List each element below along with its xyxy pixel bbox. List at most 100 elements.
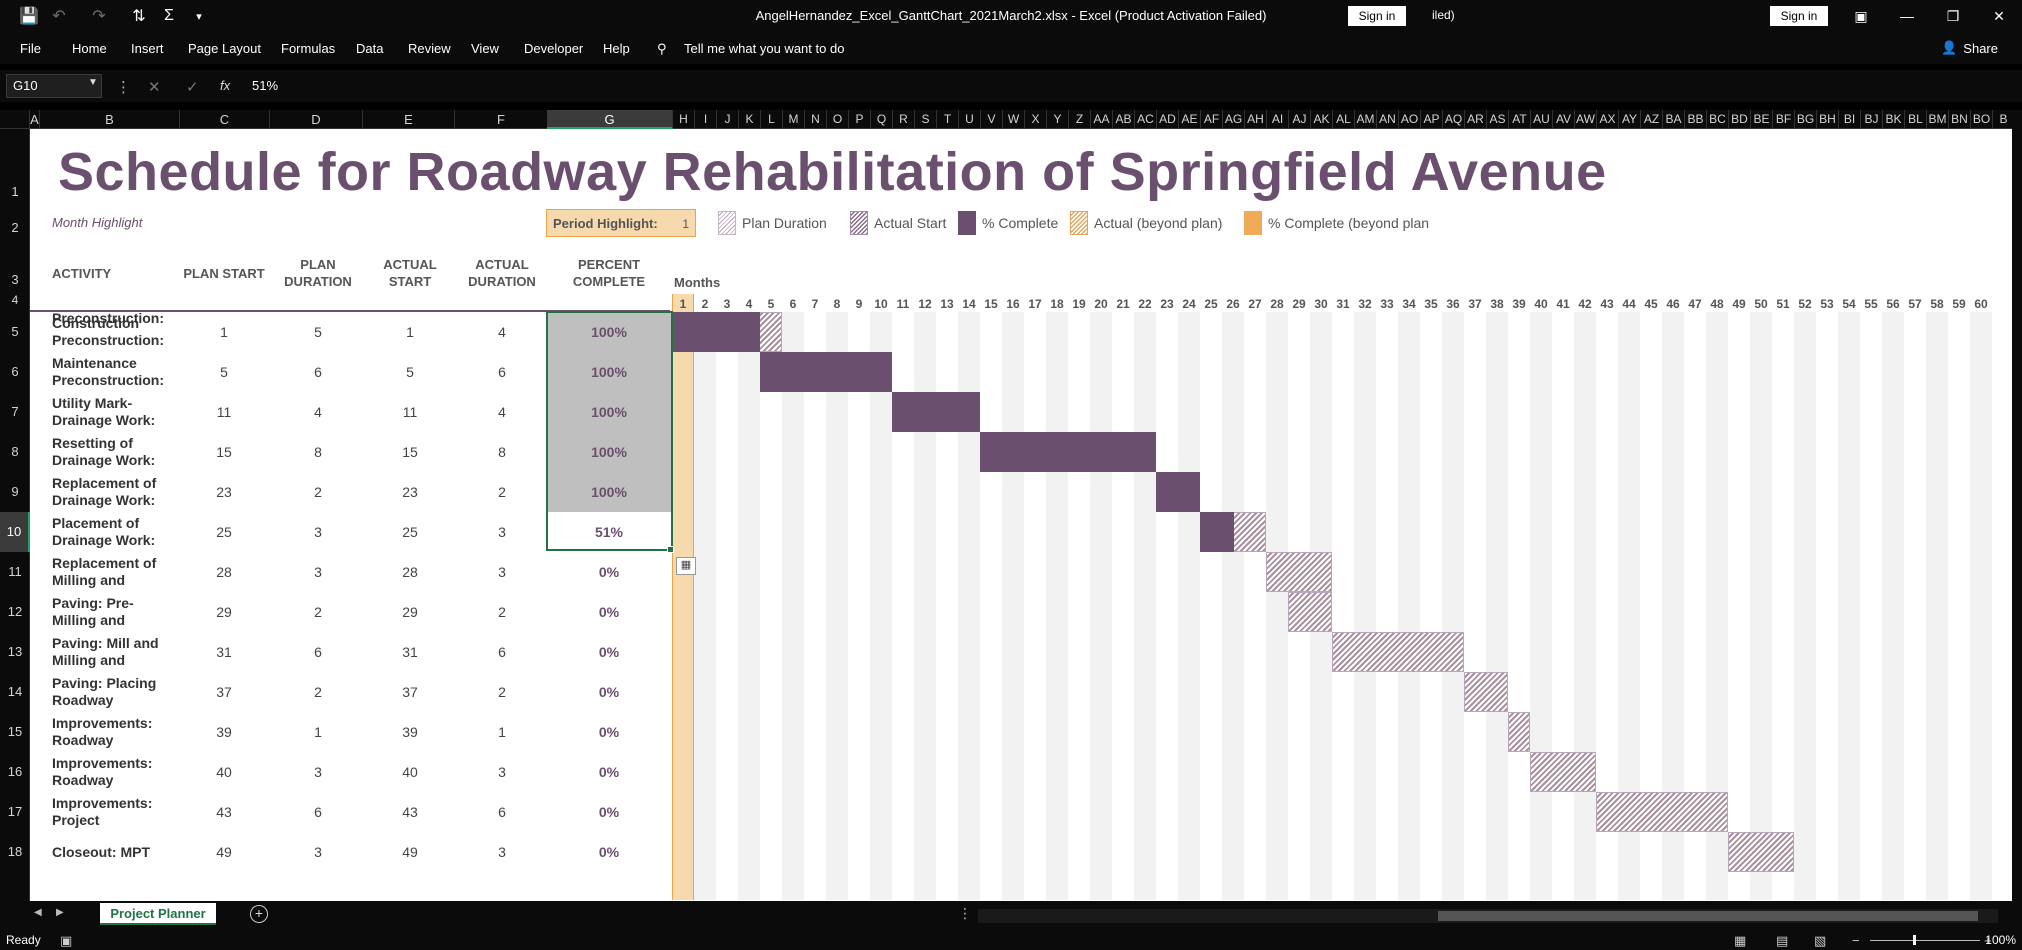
plan-start-cell[interactable]: 49 — [216, 844, 232, 860]
plan-start-cell[interactable]: 31 — [216, 644, 232, 660]
plan-duration-cell[interactable]: 3 — [314, 844, 322, 860]
row-header-8[interactable]: 8 — [11, 444, 19, 459]
percent-complete-cell[interactable]: 100% — [546, 432, 672, 472]
plan-start-cell[interactable]: 29 — [216, 604, 232, 620]
percent-complete-cell[interactable]: 0% — [598, 644, 620, 660]
plan-duration-cell[interactable]: 3 — [314, 764, 322, 780]
actual-duration-cell[interactable]: 2 — [498, 484, 506, 500]
column-header-ay[interactable]: AY — [1619, 110, 1641, 129]
actual-start-cell[interactable]: 1 — [406, 324, 414, 340]
column-header-c[interactable]: C — [180, 110, 270, 129]
column-header-u[interactable]: U — [959, 110, 981, 129]
column-header-bd[interactable]: BD — [1729, 110, 1751, 129]
enter-icon[interactable]: ✓ — [186, 79, 199, 96]
activity-name[interactable]: Improvements: Project — [52, 795, 177, 829]
actual-start-cell[interactable]: 5 — [406, 364, 414, 380]
plan-duration-cell[interactable]: 6 — [314, 364, 322, 380]
tab-help[interactable]: Help — [603, 41, 630, 56]
actual-duration-cell[interactable]: 3 — [498, 564, 506, 580]
select-all-corner[interactable] — [0, 110, 30, 129]
column-header-r[interactable]: R — [893, 110, 915, 129]
autosum-icon[interactable]: Σ — [164, 7, 174, 24]
column-header-ac[interactable]: AC — [1135, 110, 1157, 129]
column-header-n[interactable]: N — [805, 110, 827, 129]
worksheet-grid[interactable]: Schedule for Roadway Rehabilitation of S… — [30, 129, 2012, 901]
name-box[interactable]: G10 — [6, 74, 102, 98]
percent-complete-cell[interactable]: 0% — [598, 804, 620, 820]
plan-duration-cell[interactable]: 2 — [314, 484, 322, 500]
column-header-ad[interactable]: AD — [1157, 110, 1179, 129]
tab-view[interactable]: View — [471, 41, 499, 56]
tab-formulas[interactable]: Formulas — [281, 41, 336, 56]
row-header-17[interactable]: 17 — [7, 804, 23, 819]
column-header-a[interactable]: A — [30, 110, 40, 129]
percent-complete-cell[interactable]: 0% — [598, 844, 620, 860]
actual-duration-cell[interactable]: 6 — [498, 804, 506, 820]
actual-start-cell[interactable]: 40 — [402, 764, 418, 780]
restore-button[interactable]: ❐ — [1946, 7, 1960, 24]
page-layout-view-icon[interactable]: ▤ — [1776, 933, 1789, 948]
column-header-d[interactable]: D — [270, 110, 363, 129]
row-header-15[interactable]: 15 — [7, 724, 23, 739]
plan-duration-cell[interactable]: 2 — [314, 684, 322, 700]
column-header-aa[interactable]: AA — [1091, 110, 1113, 129]
actual-start-cell[interactable]: 28 — [402, 564, 418, 580]
more-icon[interactable]: ⋮ — [116, 79, 131, 96]
horizontal-scroll-thumb[interactable] — [1438, 911, 1978, 921]
column-header-ao[interactable]: AO — [1399, 110, 1421, 129]
percent-complete-cell[interactable]: 100% — [546, 312, 672, 352]
percent-complete-cell[interactable]: 0% — [598, 684, 620, 700]
tab-home[interactable]: Home — [72, 41, 107, 56]
column-header-bl[interactable]: BL — [1905, 110, 1927, 129]
activity-name[interactable]: Improvements: Roadway — [52, 755, 177, 789]
column-header-s[interactable]: S — [915, 110, 937, 129]
plan-duration-cell[interactable]: 4 — [314, 404, 322, 420]
row-header-16[interactable]: 16 — [7, 764, 23, 779]
plan-start-cell[interactable]: 39 — [216, 724, 232, 740]
column-header-ax[interactable]: AX — [1597, 110, 1619, 129]
plan-start-cell[interactable]: 28 — [216, 564, 232, 580]
column-header-ab[interactable]: AB — [1113, 110, 1135, 129]
plan-start-cell[interactable]: 43 — [216, 804, 232, 820]
activity-name[interactable]: Maintenance Preconstruction: — [52, 355, 177, 389]
row-header-1[interactable]: 1 — [11, 184, 19, 199]
plan-start-cell[interactable]: 1 — [220, 324, 228, 340]
tab-developer[interactable]: Developer — [524, 41, 584, 56]
column-header-z[interactable]: Z — [1069, 110, 1091, 129]
column-header-bh[interactable]: BH — [1817, 110, 1839, 129]
percent-complete-cell[interactable]: 0% — [598, 604, 620, 620]
column-header-bk[interactable]: BK — [1883, 110, 1905, 129]
column-header-p[interactable]: P — [849, 110, 871, 129]
column-header-g[interactable]: G — [547, 110, 673, 129]
actual-duration-cell[interactable]: 4 — [498, 324, 506, 340]
actual-start-cell[interactable]: 39 — [402, 724, 418, 740]
row-header-14[interactable]: 14 — [7, 684, 23, 699]
column-header-aq[interactable]: AQ — [1443, 110, 1465, 129]
actual-start-cell[interactable]: 43 — [402, 804, 418, 820]
zoom-slider-thumb[interactable] — [1913, 935, 1916, 945]
actual-duration-cell[interactable]: 1 — [498, 724, 506, 740]
prev-sheet-icon[interactable]: ◀ — [34, 907, 42, 918]
zoom-level[interactable]: 100% — [1985, 933, 2016, 947]
actual-duration-cell[interactable]: 8 — [498, 444, 506, 460]
column-header-bi[interactable]: BI — [1839, 110, 1861, 129]
macro-record-icon[interactable]: ▣ — [60, 933, 73, 948]
plan-start-cell[interactable]: 15 — [216, 444, 232, 460]
vertical-scrollbar[interactable] — [2012, 110, 2022, 901]
tab-page-layout[interactable]: Page Layout — [188, 41, 262, 56]
column-header-bn[interactable]: BN — [1949, 110, 1971, 129]
chevron-down-icon[interactable]: ▼ — [88, 77, 98, 88]
column-header-af[interactable]: AF — [1201, 110, 1223, 129]
share-button[interactable]: 👤 Share — [1941, 40, 1998, 56]
column-header-bo[interactable]: BO — [1971, 110, 1993, 129]
actual-duration-cell[interactable]: 2 — [498, 604, 506, 620]
actual-start-cell[interactable]: 15 — [402, 444, 418, 460]
plan-start-cell[interactable]: 5 — [220, 364, 228, 380]
actual-start-cell[interactable]: 11 — [402, 404, 418, 420]
activity-name[interactable]: Placement of Drainage Work: — [52, 515, 177, 549]
actual-start-cell[interactable]: 25 — [402, 524, 418, 540]
period-highlight-value[interactable]: 1 — [682, 217, 689, 231]
tab-file[interactable]: File — [20, 41, 41, 56]
column-header-m[interactable]: M — [783, 110, 805, 129]
column-header-at[interactable]: AT — [1509, 110, 1531, 129]
